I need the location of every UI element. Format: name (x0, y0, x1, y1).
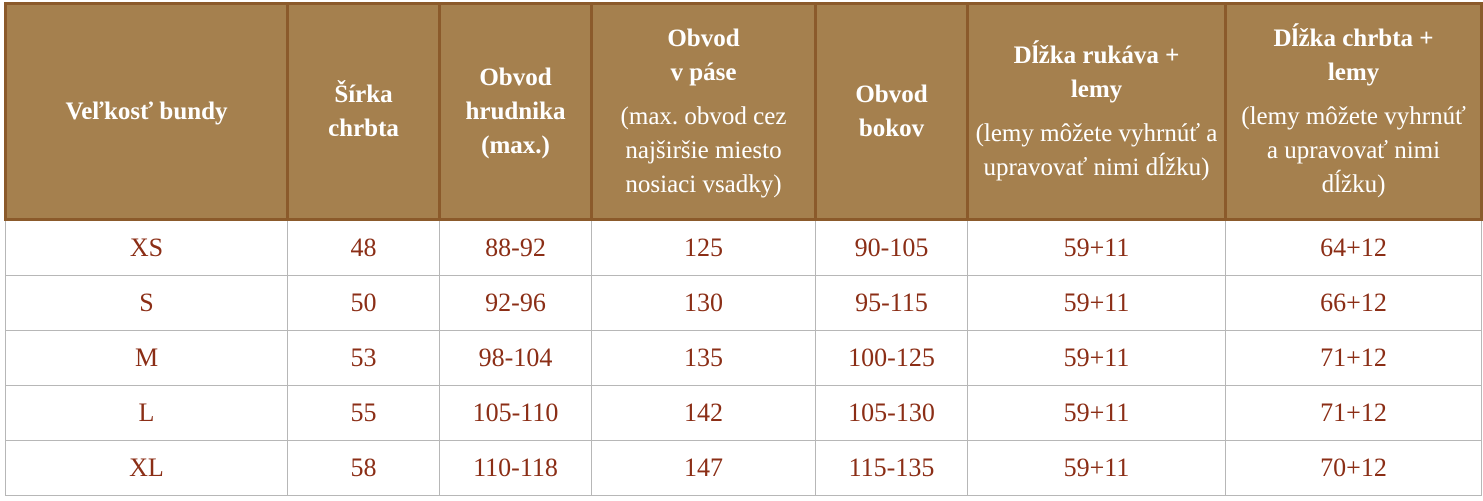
cell-back-width: 50 (287, 275, 440, 331)
cell-back-length: 64+12 (1225, 219, 1482, 276)
cell-size: S (5, 275, 288, 331)
header-sleeve-line-1: Dĺžka rukáva + (1013, 41, 1180, 69)
cell-back-length: 71+12 (1225, 385, 1482, 441)
cell-back-length: 66+12 (1225, 275, 1482, 331)
cell-waist: 130 (591, 275, 816, 331)
header-chest-line-1: Obvod (479, 63, 552, 91)
cell-back-width: 55 (287, 385, 440, 441)
header-back-length: Dĺžka chrbta + lemy (lemy môžete vyhrnúť… (1224, 2, 1483, 221)
cell-size: M (5, 330, 288, 386)
cell-back-width: 48 (287, 219, 440, 276)
cell-hips: 100-125 (815, 330, 968, 386)
table-row: XL 58 110-118 147 115-135 59+11 70+12 (5, 440, 1482, 496)
cell-waist: 142 (591, 385, 816, 441)
cell-hips: 90-105 (815, 219, 968, 276)
header-waist-note: (max. obvod cez najširšie miesto nosiaci… (620, 102, 787, 198)
header-chest: Obvod hrudnika (max.) (438, 2, 593, 221)
cell-chest: 110-118 (439, 440, 592, 496)
header-size: Veľkosť bundy (4, 2, 289, 221)
table-row: L 55 105-110 142 105-130 59+11 71+12 (5, 385, 1482, 441)
cell-chest: 98-104 (439, 330, 592, 386)
cell-back-width: 58 (287, 440, 440, 496)
cell-chest: 92-96 (439, 275, 592, 331)
table-row: S 50 92-96 130 95-115 59+11 66+12 (5, 275, 1482, 331)
cell-hips: 95-115 (815, 275, 968, 331)
header-back-length-line-2: lemy (1327, 58, 1380, 86)
header-hips-line-2: bokov (858, 114, 925, 142)
cell-sleeve-length: 59+11 (967, 219, 1226, 276)
cell-back-length: 70+12 (1225, 440, 1482, 496)
cell-waist: 147 (591, 440, 816, 496)
cell-chest: 105-110 (439, 385, 592, 441)
header-back-width-line-1: Šírka (334, 80, 393, 108)
header-chest-line-3: (max.) (481, 131, 550, 159)
cell-sleeve-length: 59+11 (967, 385, 1226, 441)
cell-sleeve-length: 59+11 (967, 440, 1226, 496)
cell-back-length: 71+12 (1225, 330, 1482, 386)
header-size-label: Veľkosť bundy (65, 97, 228, 125)
header-waist: Obvod v páse (max. obvod cez najširšie m… (590, 2, 817, 221)
cell-size: XL (5, 440, 288, 496)
cell-chest: 88-92 (439, 219, 592, 276)
cell-size: L (5, 385, 288, 441)
cell-hips: 105-130 (815, 385, 968, 441)
header-waist-line-1: Obvod (667, 24, 740, 52)
header-hips: Obvod bokov (814, 2, 969, 221)
header-back-width-line-2: chrbta (328, 114, 399, 142)
header-waist-line-2: v páse (670, 58, 737, 86)
cell-waist: 135 (591, 330, 816, 386)
cell-sleeve-length: 59+11 (967, 275, 1226, 331)
cell-sleeve-length: 59+11 (967, 330, 1226, 386)
cell-back-width: 53 (287, 330, 440, 386)
header-sleeve-note: (lemy môžete vyhrnúť a upravovať nimi dĺ… (975, 119, 1218, 181)
cell-hips: 115-135 (815, 440, 968, 496)
cell-waist: 125 (591, 219, 816, 276)
header-sleeve-length: Dĺžka rukáva + lemy (lemy môžete vyhrnúť… (966, 2, 1227, 221)
header-back-length-line-1: Dĺžka chrbta + (1273, 24, 1434, 52)
page-edge (0, 0, 4, 501)
header-sleeve-line-2: lemy (1070, 75, 1123, 103)
header-hips-line-1: Obvod (855, 80, 928, 108)
header-row: Veľkosť bundy Šírka chrbta Obvod hrudnik… (4, 2, 1483, 221)
header-chest-line-2: hrudnika (465, 97, 566, 125)
size-chart-table: Veľkosť bundy Šírka chrbta Obvod hrudnik… (4, 2, 1483, 496)
cell-size: XS (5, 219, 288, 276)
table-row: XS 48 88-92 125 90-105 59+11 64+12 (5, 219, 1482, 276)
header-back-length-note: (lemy môžete vyhrnúť a upravovať nimi dĺ… (1241, 102, 1466, 198)
header-back-width: Šírka chrbta (286, 2, 441, 221)
table-row: M 53 98-104 135 100-125 59+11 71+12 (5, 330, 1482, 386)
